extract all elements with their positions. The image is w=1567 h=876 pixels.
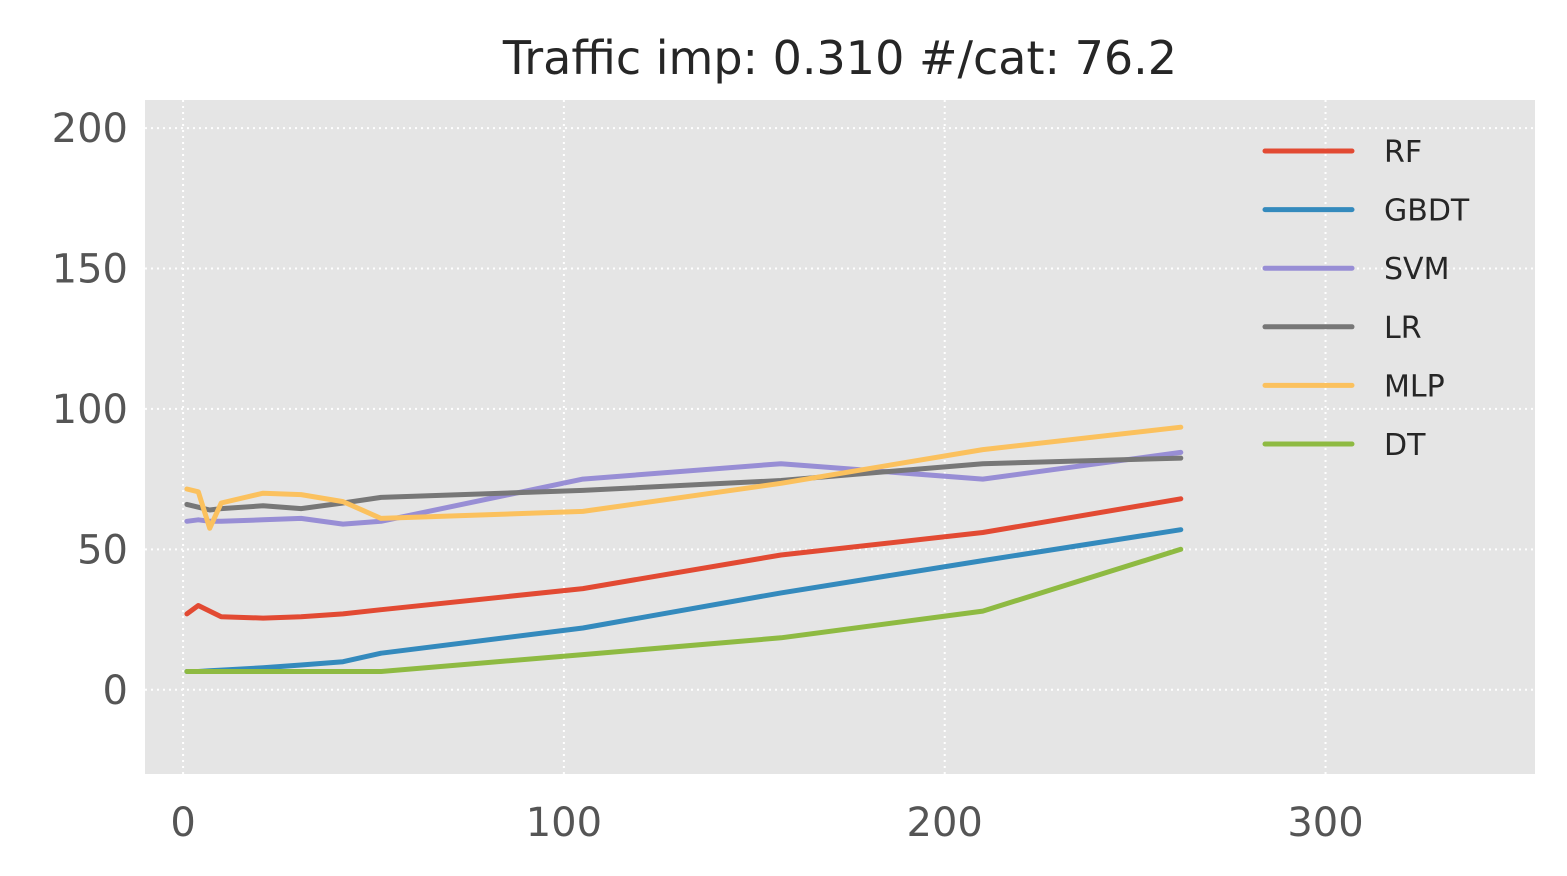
x-tick-label: 100 [526,800,602,846]
legend-label-mlp: MLP [1384,369,1445,404]
legend-label-rf: RF [1384,135,1422,170]
legend: RF GBDT SVM LR MLP DT [1262,135,1470,463]
y-tick-label: 0 [103,668,128,714]
legend-label-svm: SVM [1384,252,1449,287]
y-axis-ticks: 0 50 100 150 200 [52,106,128,714]
series-line-mlp [184,424,1184,531]
series-line-dt [184,546,1184,674]
legend-label-gbdt: GBDT [1384,194,1470,229]
x-tick-label: 0 [170,800,195,846]
y-tick-label: 150 [52,247,128,293]
x-tick-label: 200 [907,800,983,846]
x-axis-ticks: 0 100 200 300 [170,800,1363,846]
plot-area [145,100,1535,774]
series-line-rf [184,496,1184,621]
chart-title: Traffic imp: 0.310 #/cat: 76.2 [502,31,1177,85]
series-lines [184,424,1184,674]
y-tick-label: 200 [52,106,128,152]
y-tick-label: 100 [52,387,128,433]
legend-label-dt: DT [1384,428,1426,463]
legend-label-lr: LR [1384,311,1422,346]
x-tick-label: 300 [1287,800,1363,846]
y-tick-label: 50 [77,527,128,573]
